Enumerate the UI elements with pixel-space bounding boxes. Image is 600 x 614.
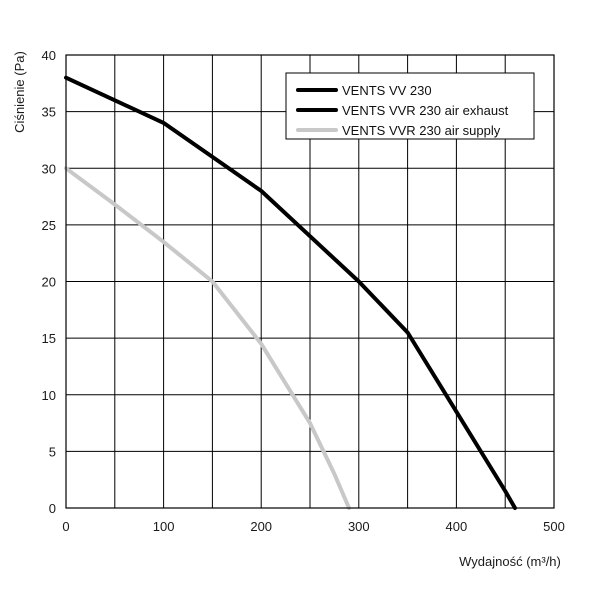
series-line — [64, 166, 351, 510]
y-tick-label: 35 — [42, 105, 56, 120]
x-tick-labels: 0 100 200 300 400 500 — [62, 519, 564, 534]
x-tick-label: 500 — [543, 519, 565, 534]
y-tick-label: 30 — [42, 161, 56, 176]
plot-frame — [65, 54, 555, 509]
y-tick-labels: 0 5 10 15 20 25 30 35 40 — [42, 48, 56, 516]
x-tick-label: 400 — [446, 519, 468, 534]
y-tick-label: 0 — [49, 501, 56, 516]
x-tick-label: 0 — [62, 519, 69, 534]
legend-label: VENTS VVR 230 air exhaust — [342, 103, 509, 118]
x-tick-label: 300 — [348, 519, 370, 534]
y-tick-label: 20 — [42, 275, 56, 290]
y-tick-label: 5 — [49, 444, 56, 459]
legend: VENTS VV 230 VENTS VVR 230 air exhaust VEN… — [285, 72, 535, 140]
y-axis-label: Ciśnienie (Pa) — [12, 51, 27, 133]
series-line — [64, 75, 517, 510]
legend-label: VENTS VV 230 — [342, 83, 432, 98]
y-tick-label: 10 — [42, 388, 56, 403]
y-tick-label: 25 — [42, 218, 56, 233]
series-lines — [64, 75, 517, 510]
x-axis-label: Wydajność (m³/h) — [459, 554, 561, 569]
y-tick-label: 40 — [42, 48, 56, 63]
legend-label: VENTS VVR 230 air supply — [342, 123, 501, 138]
x-tick-label: 200 — [250, 519, 272, 534]
x-tick-label: 100 — [153, 519, 175, 534]
y-tick-label: 15 — [42, 331, 56, 346]
